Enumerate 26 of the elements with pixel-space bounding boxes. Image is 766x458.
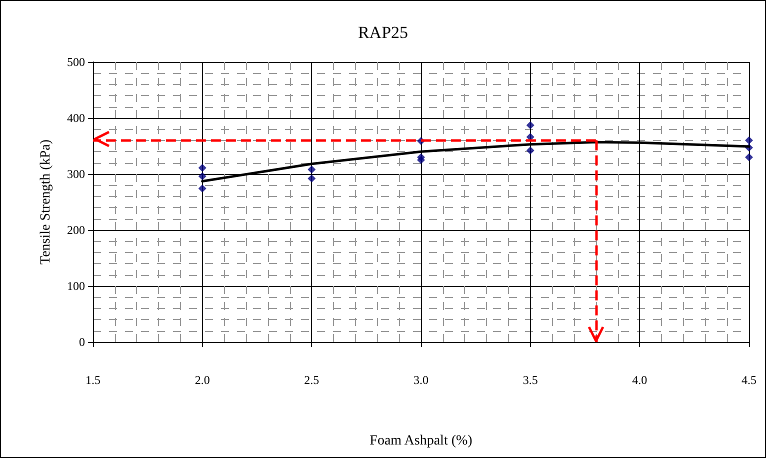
x-tick-label: 1.5 <box>86 373 100 387</box>
x-tick-label: 4.0 <box>632 373 648 387</box>
point <box>308 166 316 174</box>
y-tick-label: 500 <box>67 55 85 69</box>
point <box>745 153 753 162</box>
point <box>745 136 753 144</box>
x-tick-label: 3.5 <box>522 373 538 387</box>
point <box>526 146 534 154</box>
point <box>417 156 425 164</box>
y-tick-label: 0 <box>79 335 85 349</box>
y-tick-label: 200 <box>67 223 85 237</box>
x-tick-label: 2.0 <box>194 373 210 387</box>
chart-title: RAP25 <box>358 23 408 42</box>
y-axis-title: Tensile Strength (kPa) <box>38 139 54 264</box>
point <box>526 121 534 130</box>
point <box>198 164 206 172</box>
x-tick-label: 3.0 <box>414 373 428 387</box>
point <box>308 174 316 182</box>
y-tick-label: 300 <box>67 167 85 181</box>
y-tick-label: 400 <box>67 111 85 125</box>
point <box>198 184 206 193</box>
x-axis-title: Foam Ashpalt (%) <box>370 434 473 448</box>
point <box>198 172 206 180</box>
x-tick-label: 2.5 <box>304 373 320 387</box>
x-tick-label: 4.5 <box>742 373 756 387</box>
y-tick-label: 100 <box>67 279 85 293</box>
